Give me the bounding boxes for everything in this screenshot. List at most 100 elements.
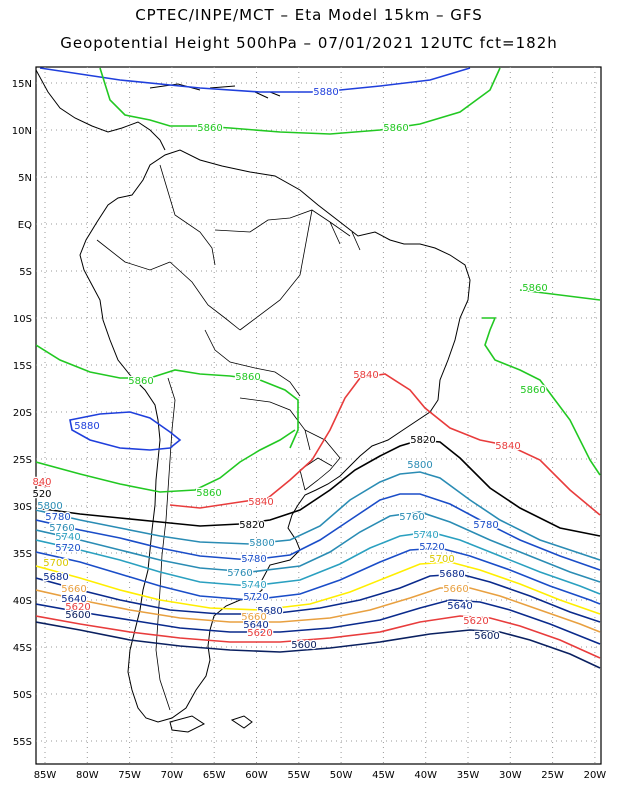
contour-label-5720: 5720	[243, 592, 268, 603]
lon-tick-label: 85W	[34, 770, 57, 781]
border-uruguay	[299, 457, 333, 491]
lon-tick-label: 35W	[457, 770, 480, 781]
coastlines	[36, 69, 471, 733]
contour-5600	[36, 621, 601, 669]
contour-label-5860: 5860	[197, 123, 222, 134]
contour-label-5700: 5700	[43, 558, 68, 569]
contour-label-5660: 5660	[61, 584, 86, 595]
contour-label-5860: 5860	[235, 372, 260, 383]
contour-5780	[36, 493, 601, 571]
lon-tick-label: 60W	[245, 770, 268, 781]
contour-label-5800: 5800	[407, 460, 432, 471]
lon-tick-label: 20W	[584, 770, 607, 781]
south-america-coastline	[79, 149, 471, 723]
contour-5880	[39, 67, 471, 93]
contour-label-5740: 5740	[241, 580, 266, 591]
lon-tick-label: 30W	[499, 770, 522, 781]
border-peru-brazil	[169, 261, 241, 331]
lon-tick-label: 65W	[203, 770, 226, 781]
contour-5720	[36, 547, 601, 605]
contour-label-5740: 5740	[55, 532, 80, 543]
lon-tick-label: 40W	[414, 770, 437, 781]
contour-5800	[36, 471, 601, 561]
contour-label-5620: 5620	[247, 628, 272, 639]
lat-tick-label: 20S	[13, 408, 32, 419]
border-colombia-venezuela	[159, 164, 216, 266]
contour-5640	[36, 599, 601, 645]
contour-5760	[36, 511, 601, 583]
contour-label-5780: 5780	[473, 520, 498, 531]
contour-lines	[36, 67, 601, 669]
contour-label-5860: 5860	[128, 376, 153, 387]
contour-label-5800: 5800	[249, 538, 274, 549]
map-title-line-2: Geopotential Height 500hPa – 07/01/2021 …	[60, 34, 558, 52]
lat-tick-label: 15N	[12, 79, 32, 90]
contour-label-5760: 5760	[399, 512, 424, 523]
contour-label-5720: 5720	[55, 543, 80, 554]
border-guianas	[329, 221, 361, 251]
contour-label-5640: 5640	[61, 594, 86, 605]
caribbean-islands	[149, 83, 281, 99]
lat-tick-label: 55S	[13, 737, 32, 748]
border-chile-argentina	[155, 377, 176, 711]
contour-label-5840: 840	[32, 477, 51, 488]
lat-tick-label: 25S	[13, 455, 32, 466]
contour-label-5660: 5660	[241, 612, 266, 623]
contour-5840	[169, 373, 601, 516]
lat-tick-label: EQ	[18, 220, 32, 231]
contour-label-5600: 5600	[474, 631, 499, 642]
border-venezuela-brazil	[214, 209, 331, 233]
tierra-del-fuego	[169, 715, 205, 733]
contour-5620	[36, 615, 601, 659]
contour-label-5640: 5640	[243, 620, 268, 631]
contour-label-5700: 5700	[429, 554, 454, 565]
contour-label-5840: 5840	[495, 441, 520, 452]
contour-label-5720: 5720	[419, 542, 444, 553]
contour-label-5860: 5860	[520, 385, 545, 396]
border-brazil-interior	[239, 209, 351, 331]
lat-tick-label: 50S	[13, 690, 32, 701]
contour-label-5820: 520	[32, 489, 51, 500]
lat-tick-label: 5N	[18, 173, 32, 184]
contour-label-5760: 5760	[49, 523, 74, 534]
contour-label-5620: 5620	[463, 616, 488, 627]
central-america-coastline	[36, 69, 166, 151]
contour-label-5760: 5760	[227, 568, 252, 579]
contour-label-5600: 5600	[291, 640, 316, 651]
lon-tick-label: 70W	[161, 770, 184, 781]
contour-label-5880: 5880	[313, 87, 338, 98]
lon-tick-label: 55W	[287, 770, 310, 781]
contour-label-5680: 5680	[439, 569, 464, 580]
axis-tick-labels: 15N 10N 5N EQ 5S 10S 15S 20S 25S 30S 35S 40S 45S 50S 5…	[12, 79, 607, 781]
contour-label-5780: 5780	[241, 554, 266, 565]
border-bolivia	[204, 329, 301, 397]
lon-tick-label: 25W	[541, 770, 564, 781]
contour-5860	[36, 344, 299, 449]
contour-5860	[99, 67, 501, 135]
contour-label-5640: 5640	[447, 601, 472, 612]
contour-5660	[36, 587, 601, 633]
contour-5680	[36, 573, 601, 623]
contour-label-5600: 5600	[65, 610, 90, 621]
lat-tick-label: 10S	[13, 314, 32, 325]
falkland-islands	[230, 715, 253, 729]
contour-label-5740: 5740	[413, 530, 438, 541]
contour-5880	[69, 411, 182, 451]
contour-label-5840: 5840	[353, 370, 378, 381]
contour-label-5820: 5820	[239, 520, 264, 531]
lon-tick-label: 45W	[372, 770, 395, 781]
border-paraguay	[239, 397, 311, 451]
lat-tick-label: 15S	[13, 361, 32, 372]
lon-tick-label: 75W	[118, 770, 141, 781]
contour-label-5620: 5620	[65, 602, 90, 613]
contour-label-5660: 5660	[443, 584, 468, 595]
lat-tick-label: 30S	[13, 502, 32, 513]
country-borders	[96, 164, 361, 711]
contour-5860	[482, 289, 601, 476]
contour-5840	[36, 484, 51, 487]
contour-label-5860: 5860	[522, 283, 547, 294]
contour-5820	[36, 439, 601, 537]
contour-5700	[36, 561, 601, 615]
lat-tick-label: 35S	[13, 549, 32, 560]
